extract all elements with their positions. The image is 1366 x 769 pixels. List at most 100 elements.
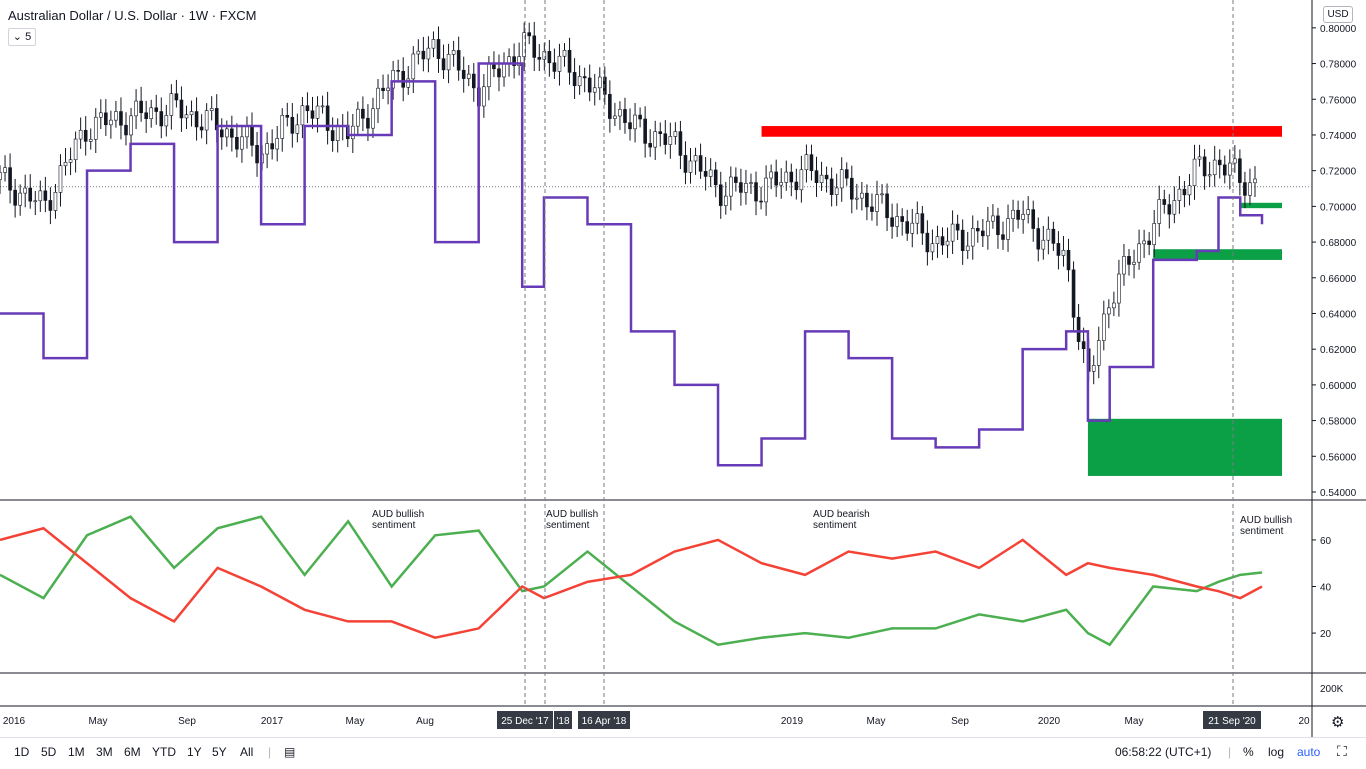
candle-body (33, 200, 38, 203)
candle-body (270, 143, 274, 150)
price-tick-label: 0.74000 (1320, 131, 1357, 142)
timeframe-ytd[interactable]: YTD (152, 745, 176, 759)
candle-body (124, 124, 128, 136)
candle-body (209, 108, 214, 111)
marker-lines-layer (524, 0, 1234, 706)
candle-body (744, 183, 748, 193)
price-tick-label: 0.56000 (1320, 452, 1357, 463)
bearish-sentiment-line (0, 526, 1263, 640)
candle-body (416, 50, 421, 55)
candle-body (784, 171, 789, 183)
zones-layer (0, 126, 1312, 476)
candle-body (1076, 316, 1081, 342)
candle-body (567, 49, 572, 73)
time-axis[interactable]: 2016MaySep2017MayAugSep2019MaySep2020May… (3, 711, 1310, 729)
time-tick-label: May (89, 716, 108, 727)
candle-body (1248, 182, 1252, 196)
candle-body (421, 50, 426, 60)
candle-body (532, 35, 537, 58)
candle-body (638, 114, 642, 120)
interval-selector[interactable]: ⌄ 5 (8, 28, 36, 46)
candle-body (970, 228, 975, 247)
price-tick-label: 0.64000 (1320, 309, 1357, 320)
candle-body (683, 155, 688, 173)
candle-body (829, 178, 834, 195)
candle-body (1046, 228, 1051, 241)
time-highlight-box (578, 711, 630, 729)
candle-body (552, 62, 557, 72)
candle-body (1222, 164, 1227, 176)
candle-body (935, 236, 940, 244)
candle-body (809, 154, 814, 171)
sentiment-annotation: AUD bearish (813, 509, 870, 520)
percent-toggle[interactable]: % (1243, 745, 1254, 759)
candle-body (129, 115, 133, 136)
candle-body (164, 115, 169, 127)
candle-body (426, 47, 431, 60)
candle-body (920, 213, 925, 234)
timeframe-1m[interactable]: 1M (68, 745, 85, 759)
candle-body (43, 190, 48, 201)
candle-body (1177, 188, 1182, 201)
chart-canvas[interactable]: 0.80000 0.78000 0.76000 0.74000 0.72000 0.700… (0, 0, 1366, 737)
log-toggle[interactable]: log (1268, 745, 1285, 759)
time-tick-label: 2017 (261, 716, 284, 727)
gear-icon[interactable]: ⚙ (1331, 714, 1345, 731)
time-tick-label: May (1125, 716, 1144, 727)
timeframe-5d[interactable]: 5D (41, 745, 57, 759)
candle-body (199, 126, 204, 131)
candle-body (713, 169, 718, 186)
price-tick-label: 0.62000 (1320, 345, 1357, 356)
timeframe-1d[interactable]: 1D (14, 745, 30, 759)
candle-body (981, 230, 985, 237)
candle-body (1107, 307, 1111, 315)
candle-body (910, 222, 915, 234)
currency-badge[interactable]: USD (1323, 6, 1353, 23)
sentiment-tick-label: 20 (1320, 629, 1332, 640)
candle-body (592, 87, 597, 93)
candle-body (754, 182, 758, 202)
candle-body (1011, 209, 1015, 219)
time-tick-label: Sep (178, 716, 196, 727)
timeframe-6m[interactable]: 6M (124, 745, 141, 759)
candle-body (991, 215, 995, 222)
time-tick-label: Aug (416, 716, 434, 727)
price-tick-label: 0.70000 (1320, 202, 1357, 213)
candle-body (83, 129, 88, 142)
candle-body (250, 126, 254, 146)
candle-body (517, 56, 521, 66)
price-tick-label: 0.76000 (1320, 95, 1357, 106)
timeframe-3m[interactable]: 3M (96, 745, 113, 759)
candle-body (391, 70, 395, 89)
candle-body (18, 192, 22, 206)
candle-body (144, 112, 148, 119)
candle-body (139, 100, 143, 114)
time-highlight-label: 21 Sep '20 (1208, 716, 1256, 727)
timeframe-5y[interactable]: 5Y (212, 745, 227, 759)
candle-body (78, 129, 83, 140)
candle-body (1096, 340, 1101, 366)
calendar-range-icon[interactable]: ▤ (284, 745, 296, 759)
fullscreen-icon[interactable]: ⛶ (1337, 743, 1347, 759)
candle-body (814, 170, 819, 184)
candle-body (633, 114, 637, 130)
candle-body (749, 182, 753, 184)
auto-toggle[interactable]: auto (1297, 745, 1321, 759)
candle-body (310, 110, 315, 119)
timeframe-1y[interactable]: 1Y (187, 745, 202, 759)
candle-body (1157, 199, 1162, 224)
candle-body (436, 39, 441, 59)
candle-body (794, 181, 799, 191)
candle-body (759, 200, 763, 203)
symbol-title[interactable]: Australian Dollar / U.S. Dollar · 1W · F… (8, 8, 257, 23)
price-axis[interactable]: 0.80000 0.78000 0.76000 0.74000 0.72000 0.700… (1312, 24, 1357, 695)
candle-body (502, 63, 506, 78)
candle-body (734, 176, 738, 183)
candle-body (608, 94, 612, 119)
candle-body (880, 193, 884, 196)
candle-body (179, 99, 184, 119)
support-zone (1240, 202, 1282, 209)
timeframe-all[interactable]: All (240, 745, 254, 759)
candle-body (537, 57, 542, 60)
